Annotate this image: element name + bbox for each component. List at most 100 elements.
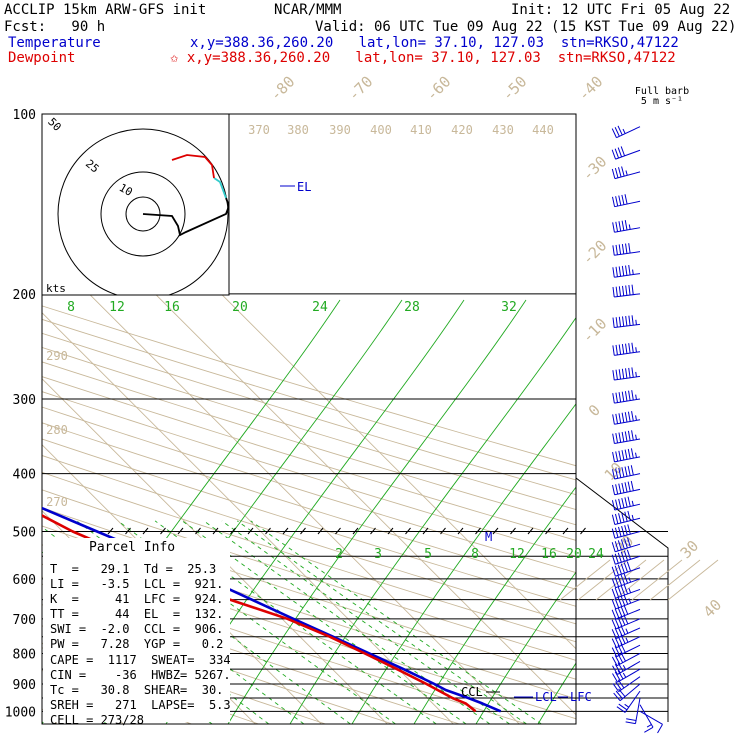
wind-barb-flag [617,617,623,627]
theta-label: 410 [410,123,432,137]
wind-barb-flag [621,344,625,355]
wind-barb-shaft [616,644,641,658]
wind-barb [611,573,641,589]
mixing-ratio-label: 12 [109,300,125,315]
wind-barb-flag [617,167,622,178]
wind-barb-flag [612,317,615,328]
moist-adiabat-line [351,403,576,724]
wind-barb-flag [628,390,631,401]
right-corner-lines [559,114,719,722]
wind-barb-flag [614,646,620,656]
wind-barb-half-flag [624,703,630,708]
mixing-ratio-line [250,520,542,724]
wind-barb-shaft [616,653,641,667]
mixing-ratio-label: 8 [67,300,75,315]
wind-barb-flag [627,537,631,548]
wind-barb-half-flag [635,319,637,325]
wind-barb-flag [631,390,634,401]
wind-barb-flag [614,553,619,564]
wind-barb [616,690,641,713]
freezing-level-tick [527,527,534,535]
mixing-ratio-label: 20 [232,300,248,315]
wind-barb-flag [628,243,631,254]
mixing-ratio-label: 32 [501,300,517,315]
wind-barb-flag [620,146,626,157]
wind-barb-flag [611,578,617,588]
isotherm-label: -30 [579,153,611,185]
wind-barb-flag [615,286,618,297]
wind-barb-flag [624,391,628,402]
wind-barb-flag [611,647,618,657]
theta-label: 390 [329,123,351,137]
wind-barb-flag [631,342,634,353]
wind-barb-flag [627,430,631,441]
melting-level-label: M [485,530,492,544]
wind-barb-half-flag [625,170,628,176]
wind-barb [611,510,641,525]
wind-barb [612,430,641,445]
freezing-level-tick [352,527,359,535]
wind-barb [611,146,641,160]
wind-barb-flag [631,284,634,295]
hodograph-trace-mid [213,177,227,199]
wind-barb [612,284,641,298]
wind-barb [611,594,641,610]
legend-temperature: Temperature [8,35,101,51]
wind-barb [639,710,663,734]
wind-barb-shaft [615,578,641,589]
wind-barb-flag [611,566,616,577]
wind-barb-flag [617,607,623,617]
wind-barb-half-flag [628,224,631,230]
wind-barb-flag [628,367,631,378]
wind-barb [625,697,641,725]
wind-barb-flag [618,316,622,327]
moist-adiabat-line [475,571,576,724]
wind-barb-shaft [616,126,641,139]
parcel-info-title: Parcel Info [89,540,176,555]
moist-adiabat-line [227,299,527,724]
wind-barb-flag [618,467,622,478]
wind-barb-shaft [614,273,641,278]
wind-barb-shaft [634,697,641,724]
wind-barb-flag [614,618,620,628]
pressure-tick-label: 300 [13,393,36,408]
wind-barb-flag [611,168,616,179]
freezing-level-tick [475,527,481,535]
hodograph-trace-high [171,154,215,179]
wind-barb-flag [614,671,621,681]
hodograph-trace-low [142,197,229,237]
wind-barb-flag [612,345,615,356]
parcel-info-row: K = 41 LFC = 924. [50,592,224,607]
isotherm-extension [559,559,611,601]
wind-barb-flag [624,497,628,508]
mixing-ratio-label: 3 [374,547,382,562]
wind-barb-flag [623,594,629,605]
header-forecast-hour: Fcst: 90 h [4,19,106,35]
mixing-ratio-label: 28 [404,300,420,315]
isotherm-label: -60 [423,73,455,105]
pressure-tick-label: 1000 [5,705,36,720]
dewpoint-location: ✩ x,y=388.36,260.20 lat,lon= 37.10, 127.… [170,50,676,66]
wind-barb-flag [630,448,634,459]
isotherm-label: -40 [575,73,607,105]
wind-barb-half-flag [622,128,626,134]
isotherm-extension [613,559,665,601]
wind-barb-shaft [614,473,641,480]
wind-barb-flag [611,500,616,511]
wind-barb-flag [624,511,628,522]
freezing-level-tick [510,527,516,535]
mixing-ratio-line [182,520,467,724]
theta-line [42,318,576,481]
wind-barb-flag [614,663,621,674]
moist-adiabat-line [537,662,576,724]
wind-barb-flag [625,315,628,327]
wind-barb-shaft [618,676,641,693]
isotherm-label: 40 [700,596,726,622]
wind-barb-half-flag [635,371,637,378]
mixing-ratio-label: 20 [566,547,582,562]
freezing-level-tick [300,527,306,535]
wind-barb-flag [623,573,629,584]
wind-barb-shaft [639,704,654,728]
parcel-info-row: CIN = -36 HWBZ= 5267. [50,667,231,682]
